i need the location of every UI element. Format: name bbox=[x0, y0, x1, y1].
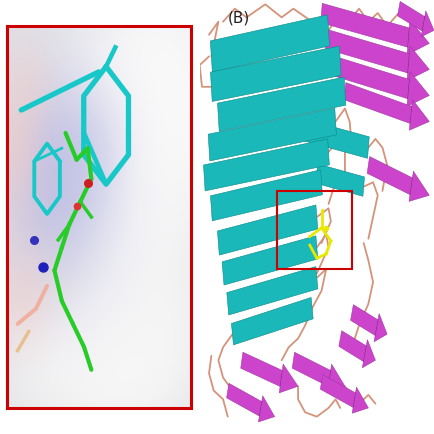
Polygon shape bbox=[367, 157, 429, 201]
Polygon shape bbox=[217, 77, 346, 131]
Polygon shape bbox=[398, 1, 434, 37]
Polygon shape bbox=[210, 46, 341, 102]
Polygon shape bbox=[304, 119, 369, 158]
Polygon shape bbox=[321, 3, 429, 55]
Polygon shape bbox=[217, 205, 318, 255]
Polygon shape bbox=[320, 375, 368, 413]
Bar bbox=[277, 191, 352, 269]
Polygon shape bbox=[208, 108, 336, 161]
Polygon shape bbox=[222, 236, 318, 285]
Polygon shape bbox=[292, 352, 345, 393]
Polygon shape bbox=[204, 139, 329, 191]
Polygon shape bbox=[326, 30, 429, 81]
Polygon shape bbox=[227, 383, 275, 422]
Polygon shape bbox=[316, 164, 365, 196]
Polygon shape bbox=[210, 15, 329, 72]
Polygon shape bbox=[227, 266, 318, 315]
Polygon shape bbox=[241, 352, 298, 393]
Polygon shape bbox=[231, 297, 313, 345]
Polygon shape bbox=[339, 331, 375, 368]
Polygon shape bbox=[210, 170, 322, 221]
Text: (B): (B) bbox=[228, 11, 250, 26]
Polygon shape bbox=[351, 305, 387, 342]
Polygon shape bbox=[330, 56, 429, 106]
Polygon shape bbox=[344, 82, 429, 130]
